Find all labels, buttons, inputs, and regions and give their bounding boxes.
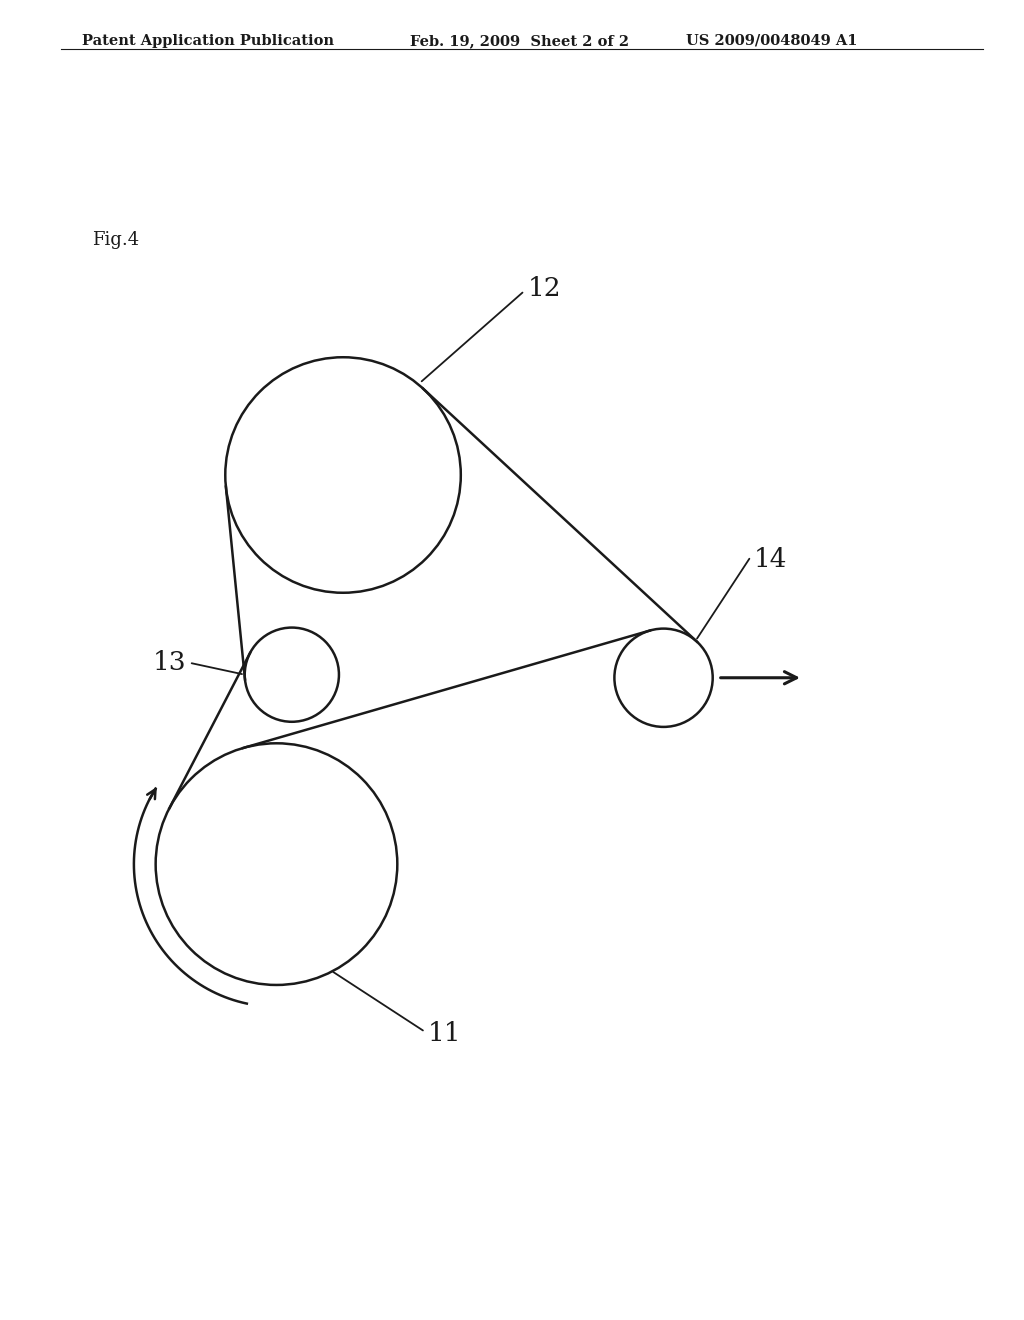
Text: 14: 14: [697, 548, 787, 639]
Text: US 2009/0048049 A1: US 2009/0048049 A1: [686, 34, 857, 48]
Text: 12: 12: [422, 276, 561, 381]
Text: Fig.4: Fig.4: [92, 231, 139, 248]
Text: 11: 11: [333, 972, 462, 1047]
Text: Patent Application Publication: Patent Application Publication: [82, 34, 334, 48]
Text: Feb. 19, 2009  Sheet 2 of 2: Feb. 19, 2009 Sheet 2 of 2: [410, 34, 629, 48]
Text: 13: 13: [153, 649, 242, 675]
